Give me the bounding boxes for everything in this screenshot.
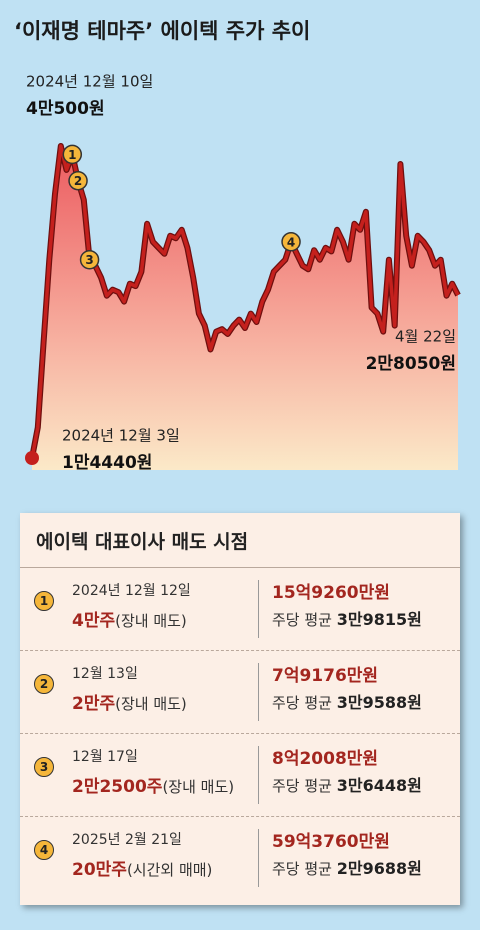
date-label: 2024년 12월 10일 — [26, 73, 153, 91]
start-dot — [25, 451, 39, 465]
amount: 15억9260만원 — [272, 583, 390, 603]
shares: 20만주 — [72, 860, 127, 880]
sale-date: 2025년 2월 21일 — [72, 832, 182, 848]
divider — [258, 580, 259, 638]
average-price: 주당 평균 2만9688원 — [272, 855, 422, 879]
sales-table: 에이텍 대표이사 매도 시점 1 2024년 12월 12일 4만주(장내 매도) 1… — [20, 513, 460, 905]
average-price: 주당 평균 3만6448원 — [272, 772, 422, 796]
chart: ‘이재명 테마주’ 에이텍 주가 추이 1 2 3 4 2024년 12월 3일 1만44… — [14, 19, 461, 473]
event-marker-label: 4 — [287, 235, 295, 249]
event-marker — [281, 232, 301, 252]
amount: 7억9176만원 — [272, 666, 379, 686]
event-marker-label: 3 — [85, 253, 93, 267]
table-title: 에이텍 대표이사 매도 시점 — [36, 531, 249, 553]
amount: 59억3760만원 — [272, 832, 390, 852]
area — [32, 146, 458, 470]
amount: 8억2008만원 — [272, 749, 379, 769]
event-marker — [62, 144, 83, 165]
method: (장내 매도) — [115, 695, 187, 713]
method: (장내 매도) — [162, 778, 235, 796]
sale-shares: 4만주(장내 매도) — [72, 606, 187, 631]
chart-title: ‘이재명 테마주’ 에이텍 주가 추이 — [14, 19, 310, 43]
line — [30, 144, 460, 459]
avg-label: 주당 평균 — [272, 611, 332, 629]
avg-label: 주당 평균 — [272, 860, 332, 878]
price-label: 1만4440원 — [62, 453, 152, 473]
row-marker: 1 — [34, 591, 54, 611]
row-marker: 3 — [34, 757, 54, 777]
date-label: 2024년 12월 3일 — [62, 427, 180, 445]
divider — [258, 746, 259, 804]
date-label: 4월 22일 — [395, 328, 456, 346]
method: (장내 매도) — [115, 612, 187, 630]
event-marker — [79, 249, 100, 270]
sale-date: 12월 17일 — [72, 749, 138, 765]
avg-label: 주당 평균 — [272, 694, 332, 712]
divider — [258, 663, 259, 721]
avg-value: 3만9815원 — [336, 610, 422, 629]
shares: 2만2500주 — [72, 777, 163, 797]
divider — [258, 829, 259, 887]
price-label: 2만8050원 — [366, 354, 456, 374]
sale-shares: 2만2500주(장내 매도) — [72, 772, 234, 797]
average-price: 주당 평균 3만9815원 — [272, 606, 422, 630]
price-label: 4만500원 — [26, 99, 105, 119]
sale-shares: 2만주(장내 매도) — [72, 689, 187, 714]
avg-value: 2만9688원 — [336, 859, 422, 878]
avg-value: 3만6448원 — [336, 776, 422, 795]
event-marker — [68, 170, 88, 191]
avg-label: 주당 평균 — [272, 777, 332, 795]
average-price: 주당 평균 3만9588원 — [272, 689, 422, 713]
avg-value: 3만9588원 — [336, 693, 422, 712]
event-marker-label: 2 — [74, 174, 82, 188]
sale-shares: 20만주(시간외 매매) — [72, 855, 212, 880]
method: (시간외 매매) — [126, 861, 213, 879]
shares: 4만주 — [72, 611, 116, 631]
row-marker: 2 — [34, 674, 54, 694]
event-marker-label: 1 — [68, 148, 76, 162]
sale-date: 12월 13일 — [72, 666, 138, 682]
sale-date: 2024년 12월 12일 — [72, 583, 191, 599]
row-marker: 4 — [34, 840, 54, 860]
shares: 2만주 — [72, 694, 116, 714]
